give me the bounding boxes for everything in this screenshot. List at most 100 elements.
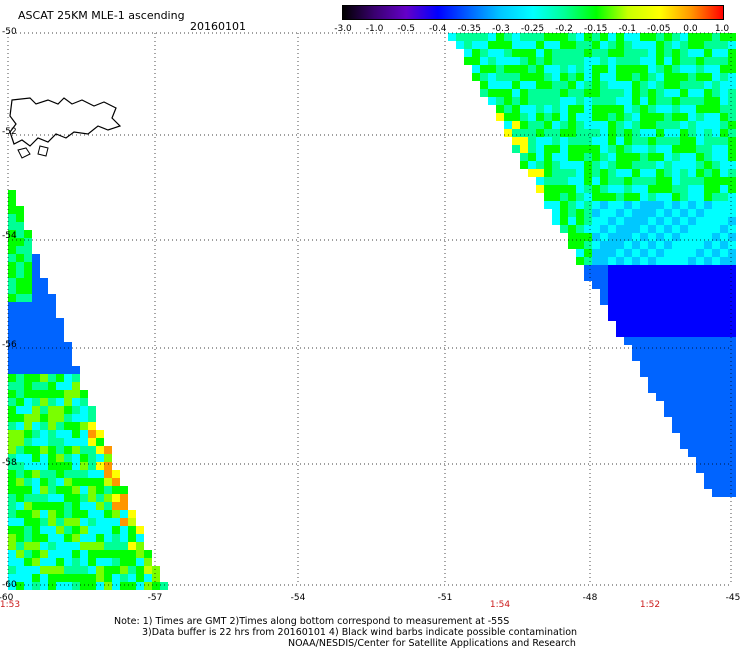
lon-label: -48: [582, 593, 598, 603]
wind-cell: [40, 414, 48, 422]
wind-cell: [560, 209, 568, 217]
wind-cell: [688, 41, 696, 49]
wind-cell: [672, 265, 680, 273]
wind-cell: [608, 81, 616, 89]
wind-cell: [472, 49, 480, 57]
wind-cell: [720, 281, 728, 289]
wind-cell: [488, 81, 496, 89]
wind-cell: [600, 121, 608, 129]
wind-cell: [480, 65, 488, 73]
wind-cell: [8, 310, 16, 318]
wind-cell: [576, 257, 584, 265]
wind-cell: [16, 342, 24, 350]
wind-cell: [48, 550, 56, 558]
wind-cell: [704, 225, 712, 233]
wind-cell: [576, 49, 584, 57]
wind-cell: [568, 241, 576, 249]
wind-cell: [8, 302, 16, 310]
wind-cell: [16, 534, 24, 542]
wind-cell: [712, 329, 720, 337]
wind-cell: [536, 129, 544, 137]
wind-cell: [56, 470, 64, 478]
wind-cell: [696, 137, 704, 145]
wind-cell: [592, 41, 600, 49]
wind-cell: [8, 334, 16, 342]
wind-cell: [616, 81, 624, 89]
wind-cell: [24, 358, 32, 366]
wind-cell: [728, 265, 736, 273]
wind-cell: [712, 489, 720, 497]
wind-cell: [488, 33, 496, 41]
wind-cell: [696, 57, 704, 65]
wind-cell: [656, 81, 664, 89]
wind-cell: [32, 558, 40, 566]
wind-cell: [64, 446, 72, 454]
wind-cell: [624, 337, 632, 345]
wind-cell: [672, 409, 680, 417]
wind-cell: [16, 462, 24, 470]
wind-cell: [688, 321, 696, 329]
wind-cell: [664, 289, 672, 297]
wind-cell: [672, 137, 680, 145]
wind-cell: [32, 486, 40, 494]
wind-cell: [584, 89, 592, 97]
wind-cell: [464, 41, 472, 49]
wind-cell: [600, 81, 608, 89]
wind-cell: [696, 401, 704, 409]
wind-cell: [624, 185, 632, 193]
wind-cell: [624, 65, 632, 73]
wind-cell: [672, 393, 680, 401]
wind-cell: [600, 65, 608, 73]
wind-cell: [696, 465, 704, 473]
wind-cell: [720, 481, 728, 489]
wind-cell: [656, 345, 664, 353]
wind-cell: [568, 225, 576, 233]
color-scale-tick-label: -1.0: [365, 24, 384, 34]
wind-cell: [640, 225, 648, 233]
wind-cell: [632, 217, 640, 225]
wind-cell: [712, 297, 720, 305]
wind-cell: [664, 201, 672, 209]
wind-cell: [616, 329, 624, 337]
wind-cell: [632, 273, 640, 281]
wind-cell: [632, 177, 640, 185]
wind-cell: [568, 169, 576, 177]
wind-cell: [24, 302, 32, 310]
wind-cell: [24, 430, 32, 438]
wind-cell: [728, 249, 736, 257]
wind-cell: [672, 97, 680, 105]
wind-cell: [712, 241, 720, 249]
wind-cell: [664, 393, 672, 401]
wind-cell: [120, 566, 128, 574]
wind-cell: [704, 401, 712, 409]
wind-cell: [512, 105, 520, 113]
wind-cell: [104, 534, 112, 542]
wind-cell: [728, 369, 736, 377]
wind-cell: [472, 41, 480, 49]
wind-cell: [648, 377, 656, 385]
wind-cell: [24, 286, 32, 294]
wind-cell: [664, 281, 672, 289]
wind-cell: [728, 233, 736, 241]
wind-cell: [712, 177, 720, 185]
wind-cell: [728, 401, 736, 409]
wind-cell: [608, 297, 616, 305]
wind-cell: [704, 345, 712, 353]
wind-cell: [16, 454, 24, 462]
wind-cell: [24, 254, 32, 262]
wind-cell: [552, 33, 560, 41]
wind-cell: [728, 289, 736, 297]
wind-cell: [640, 337, 648, 345]
color-scale-tick-label: -0.4: [428, 24, 447, 34]
wind-cell: [632, 73, 640, 81]
wind-cell: [656, 225, 664, 233]
wind-cell: [552, 185, 560, 193]
wind-cell: [8, 190, 16, 198]
wind-cell: [712, 377, 720, 385]
wind-cell: [40, 566, 48, 574]
wind-cell: [32, 478, 40, 486]
wind-cell: [576, 57, 584, 65]
wind-cell: [592, 273, 600, 281]
wind-cell: [608, 233, 616, 241]
wind-cell: [624, 153, 632, 161]
